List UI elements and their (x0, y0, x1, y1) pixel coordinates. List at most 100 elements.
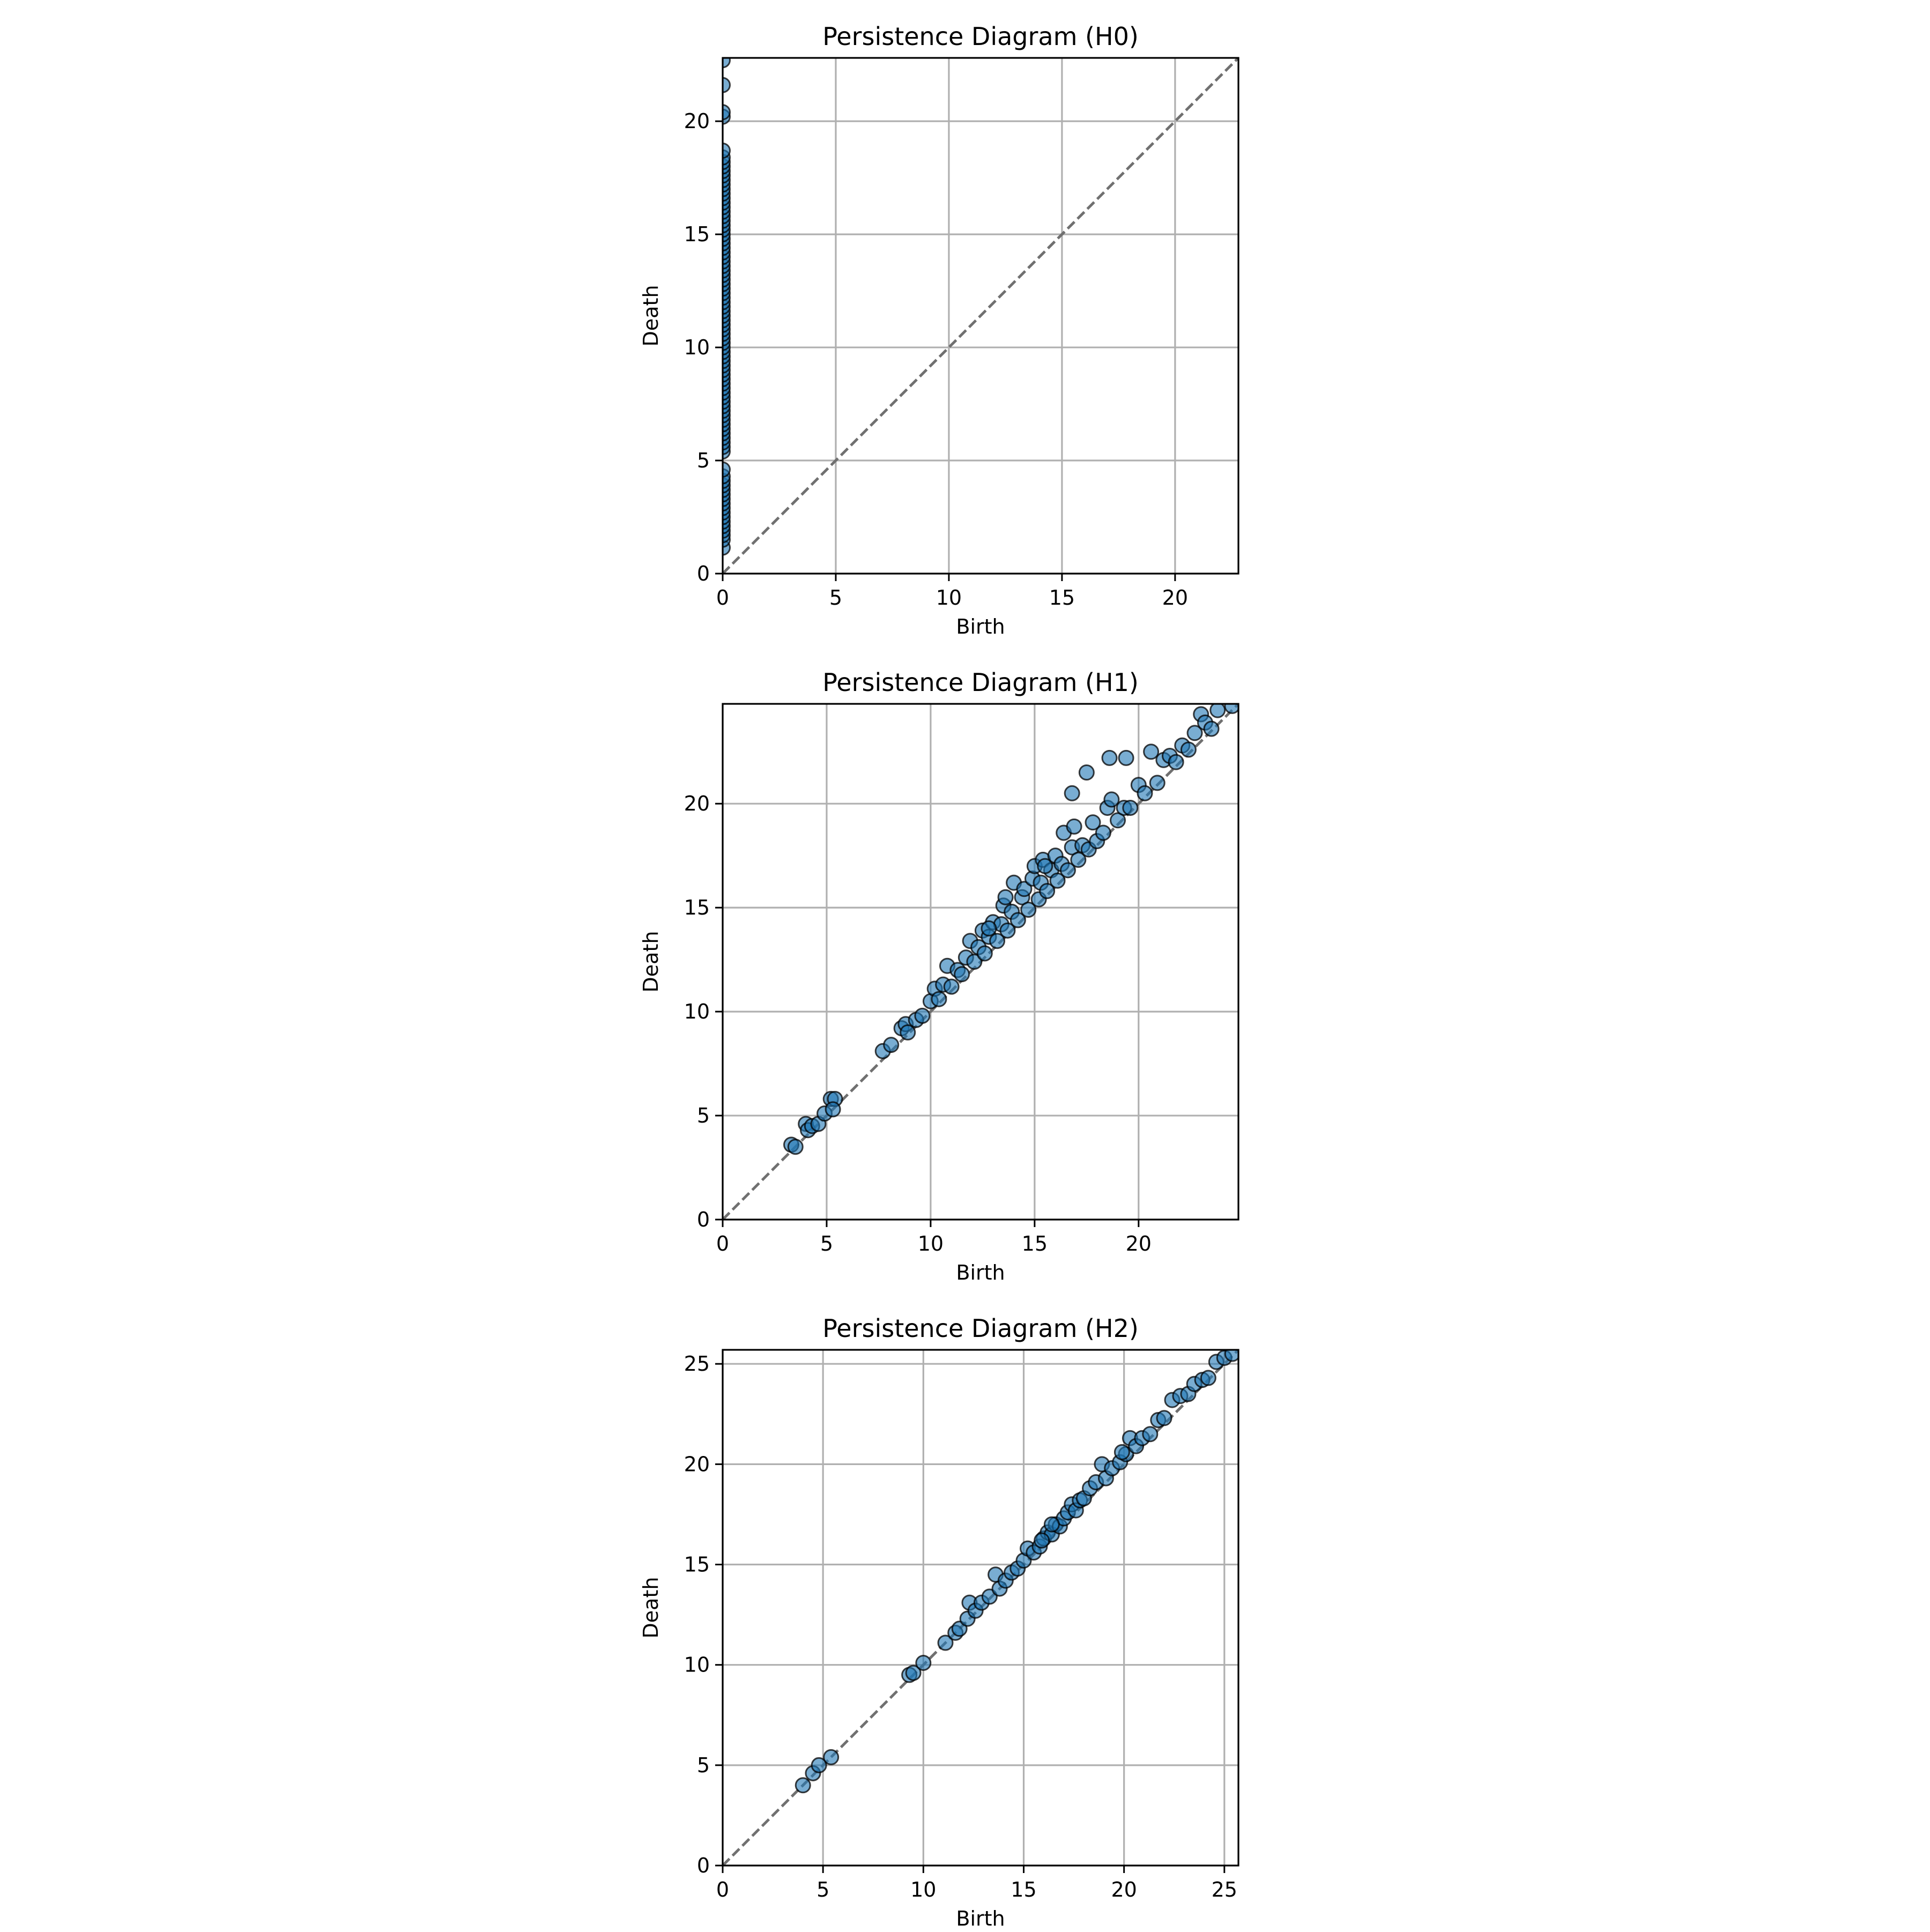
data-point (981, 920, 997, 937)
data-point (1186, 725, 1203, 741)
data-point (1009, 912, 1026, 928)
data-point (1143, 744, 1160, 760)
data-point (914, 1007, 931, 1024)
y-axis-label: Death (639, 1577, 663, 1639)
data-point (823, 1749, 840, 1765)
x-tick-label: 5 (829, 586, 842, 610)
subplot-0: 0 5 10 15 20 0 5 10 15 20 Persistence Diagram (H0)… (639, 22, 1239, 638)
data-point (1016, 881, 1033, 897)
data-point (723, 77, 731, 93)
data-point (883, 1037, 900, 1053)
data-point (943, 978, 960, 995)
data-point (1209, 704, 1226, 718)
x-tick-label: 0 (716, 1232, 729, 1255)
data-point (1043, 1516, 1060, 1533)
data-point (1180, 741, 1197, 758)
data-point (1118, 749, 1134, 766)
data-point (1203, 720, 1220, 737)
data-point (1085, 814, 1101, 831)
y-axis-label: Death (639, 931, 663, 993)
data-point (723, 58, 731, 69)
y-tick-label: 0 (697, 1854, 710, 1877)
x-axis-label: Birth (956, 1261, 1005, 1284)
data-point (1059, 862, 1076, 879)
y-tick-label: 5 (697, 449, 710, 472)
data-point (1142, 1426, 1159, 1443)
data-point (1101, 749, 1118, 766)
y-tick-label: 20 (684, 1452, 710, 1476)
diagonal-line (723, 58, 1238, 574)
x-tick-label: 20 (1111, 1878, 1137, 1901)
data-point (954, 966, 970, 983)
x-tick-label: 25 (1212, 1878, 1237, 1901)
x-tick-label: 0 (716, 1878, 729, 1901)
y-tick-label: 10 (684, 336, 710, 359)
subplot-2: 0 5 10 15 20 25 0 5 10 15 20 25 Persistence Diagram … (639, 1314, 1239, 1930)
data-point (937, 1634, 954, 1651)
data-point (1095, 824, 1111, 841)
data-point (1049, 872, 1066, 889)
y-tick-label: 0 (697, 1208, 710, 1231)
data-point (1224, 704, 1238, 714)
points-group (783, 704, 1238, 1155)
data-point (1070, 851, 1087, 868)
data-point (723, 461, 731, 478)
x-axis-label: Birth (956, 615, 1005, 638)
chart-title: Persistence Diagram (H0) (822, 22, 1139, 51)
y-tick-label: 25 (684, 1352, 710, 1376)
y-tick-label: 10 (684, 1653, 710, 1677)
data-point (787, 1139, 804, 1155)
data-point (989, 933, 1006, 949)
data-point (1037, 858, 1053, 874)
x-axis-label: Birth (956, 1907, 1005, 1930)
data-point (1224, 1350, 1238, 1362)
axes-frame (722, 703, 1239, 1221)
data-point (966, 954, 983, 970)
x-tick-label: 10 (936, 586, 962, 610)
data-point (723, 104, 731, 121)
y-tick-label: 10 (684, 1000, 710, 1023)
data-point (1114, 1444, 1130, 1460)
data-point (997, 889, 1014, 905)
x-tick-label: 20 (1126, 1232, 1152, 1255)
y-tick-label: 15 (684, 1553, 710, 1577)
x-tick-label: 20 (1162, 586, 1188, 610)
data-point (1200, 1370, 1216, 1386)
chart-title: Persistence Diagram (H2) (822, 1314, 1139, 1343)
y-tick-label: 5 (697, 1104, 710, 1127)
x-tick-label: 15 (1011, 1878, 1036, 1901)
points-group (723, 58, 731, 556)
x-tick-label: 0 (716, 586, 729, 610)
data-point (1020, 902, 1037, 918)
data-point (915, 1654, 932, 1671)
data-point (723, 142, 731, 159)
y-tick-label: 0 (697, 562, 710, 585)
x-tick-label: 15 (1049, 586, 1075, 610)
data-point (1066, 818, 1082, 835)
y-tick-label: 20 (684, 792, 710, 815)
data-point (825, 1101, 841, 1118)
axes-frame (722, 1349, 1239, 1867)
y-tick-label: 20 (684, 109, 710, 133)
subplot-1: 0 5 10 15 20 0 5 10 15 20 Persistence Diagram (H1)… (639, 668, 1239, 1284)
data-point (1168, 754, 1184, 770)
x-tick-label: 10 (910, 1878, 936, 1901)
y-tick-label: 15 (684, 222, 710, 246)
y-axis-label: Death (639, 285, 663, 347)
data-point (1078, 764, 1095, 781)
data-point (795, 1777, 811, 1794)
data-point (1156, 1410, 1172, 1426)
y-tick-label: 5 (697, 1753, 710, 1777)
x-tick-label: 5 (816, 1878, 829, 1901)
data-point (1137, 785, 1153, 801)
data-point (1064, 785, 1080, 801)
data-point (1110, 812, 1126, 829)
y-tick-label: 15 (684, 896, 710, 919)
data-point (1034, 1532, 1050, 1549)
data-point (811, 1757, 827, 1773)
data-point (1103, 791, 1120, 808)
data-point (1149, 775, 1166, 791)
points-group (795, 1350, 1238, 1794)
